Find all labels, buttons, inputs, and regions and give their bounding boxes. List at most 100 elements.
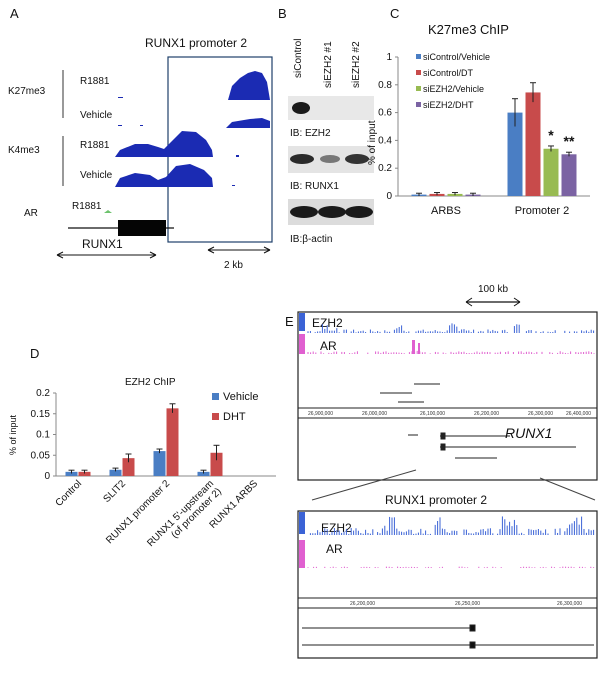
chart-c-title: K27me3 ChIP — [428, 22, 509, 37]
chart-d-bar — [109, 469, 122, 476]
k27me3-chip-chart: K27me3 ChIP % of input 0 0.2 0.4 0.6 0.8 1 ARBS P… — [367, 22, 590, 217]
chart-c-ytick-label: 1 — [386, 52, 392, 63]
chart-c-significance: ** — [564, 133, 575, 149]
track-ezh2-top: EZH2 — [312, 316, 343, 330]
chart-c-ytick-label: 0.4 — [378, 135, 392, 146]
panel-b-label: B — [278, 6, 287, 21]
scale-label-100kb: 100 kb — [478, 284, 508, 295]
gene-label-runx1-browser: RUNX1 — [505, 425, 552, 441]
ezh2-overview-signal — [307, 323, 595, 333]
chart-d-ylabel: % of input — [8, 414, 18, 455]
zoom-transcripts — [302, 624, 594, 649]
cond-k4-r1881: R1881 — [80, 140, 110, 151]
mark-k27me3: K27me3 — [8, 86, 46, 97]
blot-ezh2-label: IB: EZH2 — [290, 128, 331, 139]
cond-k27-vehicle: Vehicle — [80, 110, 113, 121]
chart-d-title: EZH2 ChIP — [125, 377, 176, 388]
ar-peak — [104, 210, 112, 213]
browser-overview — [297, 311, 598, 481]
chart-c-legend-swatch — [416, 102, 421, 107]
ar-peak-top — [412, 340, 415, 354]
blot-runx1-label: IB: RUNX1 — [290, 181, 339, 192]
chart-c-bar — [507, 112, 523, 196]
chart-c-legend-swatch — [416, 70, 421, 75]
lane-sicontrol: siControl — [293, 39, 304, 78]
ar-overview-signal — [307, 340, 595, 354]
chart-c-ytick-label: 0.2 — [378, 163, 392, 174]
chart-d-ytick-label: 0 — [44, 471, 50, 482]
chart-c-significance: * — [548, 127, 554, 143]
chart-c-bar — [525, 92, 541, 196]
svg-text:26,100,000: 26,100,000 — [420, 411, 445, 417]
track-ar-top: AR — [320, 339, 337, 353]
blot-actin-label: IB:β-actin — [290, 234, 332, 245]
chart-d-legend-label: Vehicle — [223, 391, 258, 403]
chart-c-legend-label: siEZH2/DHT — [423, 100, 474, 110]
chart-d-category-label: SLIT2 — [101, 478, 128, 505]
chart-d-bar — [210, 452, 223, 476]
zoom-coordinate-ticks: 26,200,000 26,250,000 26,300,000 — [350, 601, 582, 607]
chart-d-category-label: Control — [54, 478, 85, 509]
chart-c-legend-label: siControl/Vehicle — [423, 52, 490, 62]
chart-d-ytick-label: 0.1 — [36, 430, 50, 441]
cond-k4-vehicle: Vehicle — [80, 170, 113, 181]
chart-c-legend-swatch — [416, 54, 421, 59]
panel-a-label: A — [10, 6, 19, 21]
chart-d-bar — [197, 471, 210, 476]
k4me3-vehicle-track — [115, 164, 235, 187]
svg-text:26,250,000: 26,250,000 — [455, 601, 480, 607]
chart-d-bar — [65, 471, 78, 476]
chart-c-legend-label: siEZH2/Vehicle — [423, 84, 484, 94]
ar-zoom-signal — [307, 566, 595, 568]
chart-d-ytick-label: 0.2 — [36, 388, 50, 399]
chart-d-legend-swatch — [212, 393, 219, 400]
svg-text:26,200,000: 26,200,000 — [474, 411, 499, 417]
chart-d-bar — [122, 458, 135, 476]
panel-d-label: D — [30, 346, 39, 361]
track-ezh2-zoom: EZH2 — [321, 521, 352, 535]
chart-c-bar — [543, 148, 559, 196]
chart-d-bar — [166, 408, 179, 476]
gene-label-runx1: RUNX1 — [82, 237, 123, 251]
k27me3-r1881-track — [118, 71, 270, 100]
svg-text:26,400,000: 26,400,000 — [566, 411, 591, 417]
chart-c-bar — [561, 154, 577, 196]
ezh2-zoom-signal — [309, 516, 595, 535]
lane-siezh2-1: siEZH2 #1 — [323, 41, 334, 88]
chart-c-legend-label: siControl/DT — [423, 68, 474, 78]
k4me3-r1881-track — [115, 131, 239, 157]
mark-k4me3: K4me3 — [8, 145, 40, 156]
chart-c-ytick-label: 0 — [386, 191, 392, 202]
chart-c-ytick-label: 0.6 — [378, 108, 392, 119]
chart-d-legend-swatch — [212, 413, 219, 420]
lane-siezh2-2: siEZH2 #2 — [351, 41, 362, 88]
cond-k27-r1881: R1881 — [80, 76, 110, 87]
svg-text:26,000,000: 26,000,000 — [362, 411, 387, 417]
scale-label-2kb: 2 kb — [224, 260, 243, 271]
mark-ar: AR — [24, 208, 38, 219]
panel-a-title: RUNX1 promoter 2 — [145, 36, 247, 50]
svg-text:26,300,000: 26,300,000 — [528, 411, 553, 417]
svg-text:26,200,000: 26,200,000 — [350, 601, 375, 607]
chart-d-bar — [153, 451, 166, 476]
svg-text:26,900,000: 26,900,000 — [308, 411, 333, 417]
chart-d-bar — [78, 471, 91, 476]
zoom-connector-left — [311, 469, 417, 501]
chart-c-ytick-label: 0.8 — [378, 80, 392, 91]
chart-c-category-label: Promoter 2 — [515, 205, 569, 217]
zoom-title: RUNX1 promoter 2 — [385, 493, 487, 507]
overview-coordinate-ticks: 26,900,000 26,000,000 26,100,000 26,200,… — [308, 411, 591, 417]
chart-c-ylabel: % of input — [367, 120, 378, 165]
chart-d-legend-label: DHT — [223, 411, 246, 423]
runx1-exon-block — [118, 220, 166, 236]
browser-zoom — [297, 510, 598, 659]
ezh2-chip-chart: EZH2 ChIP % of input 0 0.05 0.1 0.15 0.2 Contro… — [8, 377, 276, 549]
track-ar-zoom: AR — [326, 542, 343, 556]
zoom-connector-right — [539, 477, 596, 501]
chart-d-ytick-label: 0.05 — [31, 450, 51, 461]
panel-e-label: E — [285, 314, 294, 329]
svg-text:26,300,000: 26,300,000 — [557, 601, 582, 607]
ar-peak-top — [418, 343, 420, 354]
runx1-transcripts — [408, 432, 576, 459]
cond-ar-r1881: R1881 — [72, 201, 102, 212]
